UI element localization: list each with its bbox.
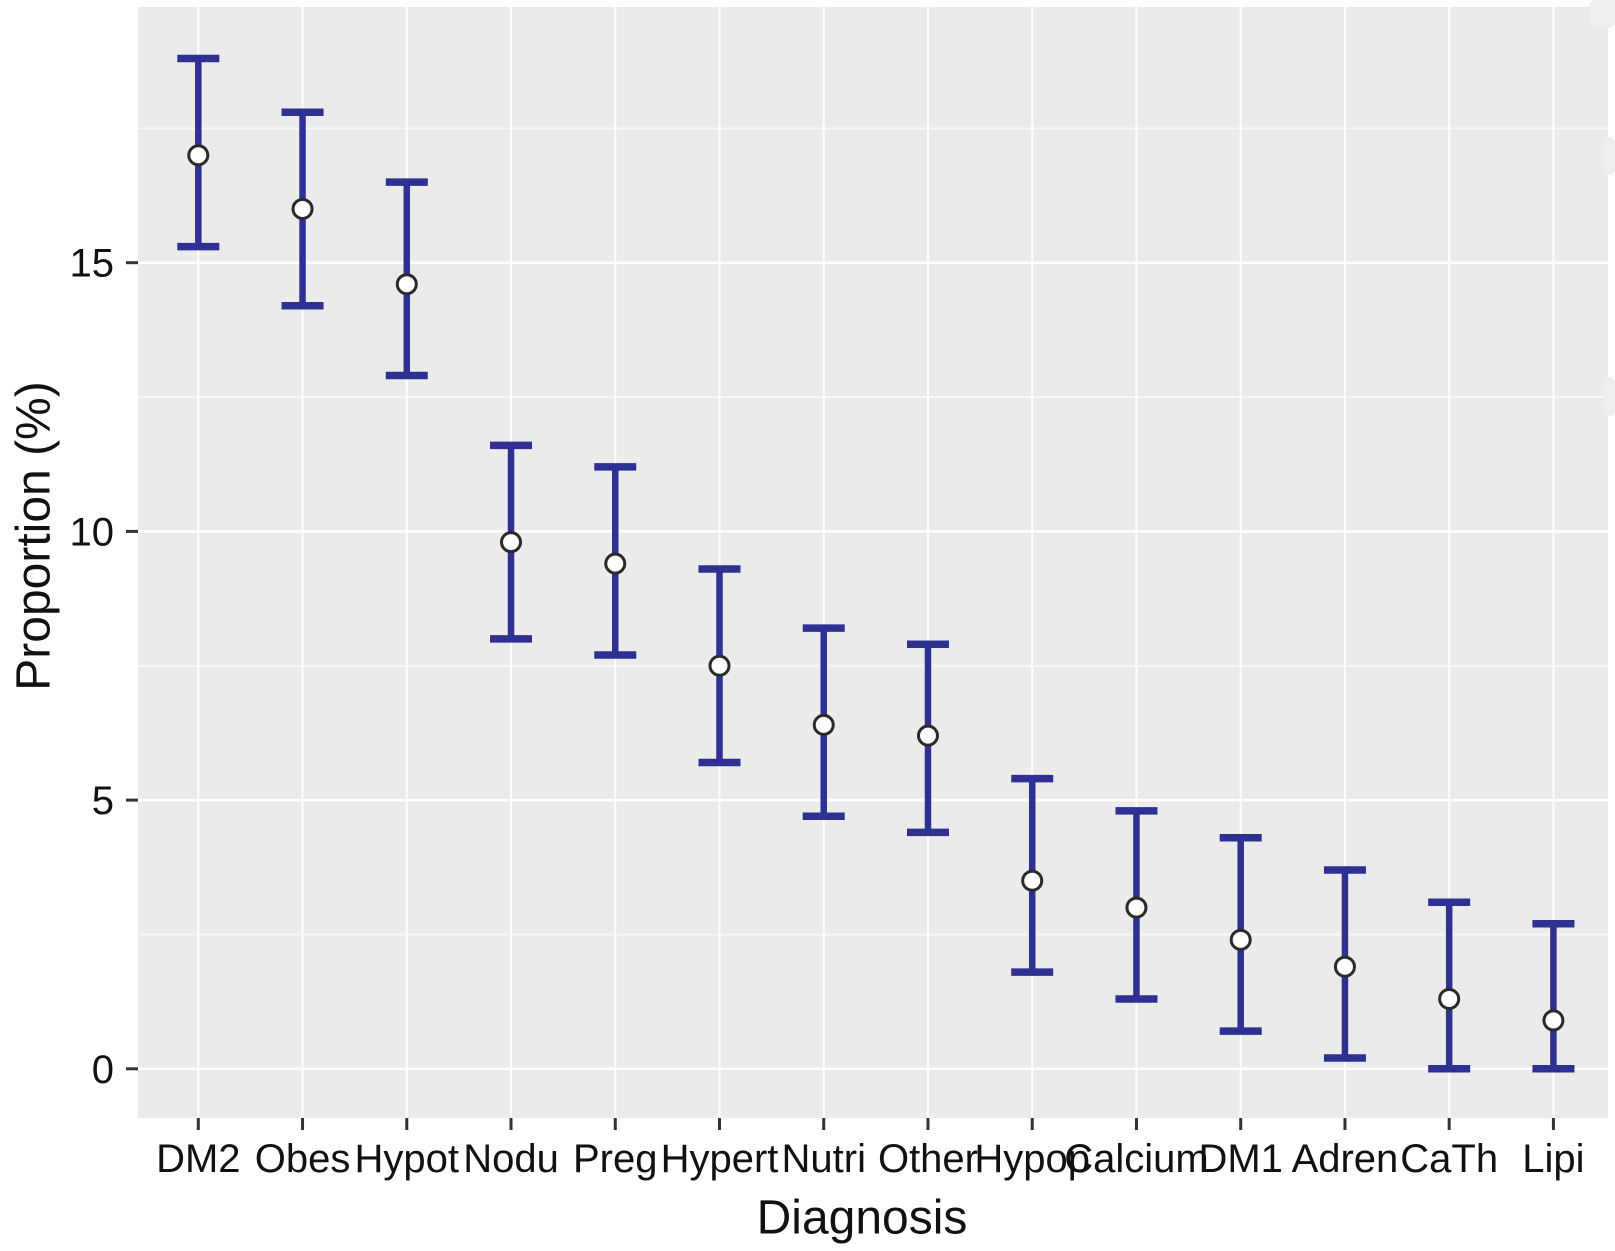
y-tick-label: 15 (70, 242, 115, 286)
point-estimate (291, 197, 314, 220)
point-estimate (395, 273, 418, 296)
point-estimate (1021, 869, 1044, 892)
x-tick-label: Lipi (1522, 1137, 1584, 1181)
point-estimate (1125, 896, 1148, 919)
x-tick-label: Calcium (1064, 1137, 1208, 1181)
x-tick-label: Nutri (782, 1137, 866, 1181)
point-estimate (187, 144, 210, 167)
x-tick-label: Hypop (974, 1137, 1090, 1181)
y-tick-label: 0 (92, 1048, 114, 1092)
x-tick-label: Adren (1292, 1137, 1399, 1181)
x-tick-label: Hypot (355, 1137, 460, 1181)
y-tick-label: 5 (92, 779, 114, 823)
x-tick-label: Hypert (661, 1137, 779, 1181)
point-estimate (1542, 1009, 1565, 1032)
point-estimate (604, 552, 627, 575)
y-axis-title: Proportion (%) (7, 381, 61, 691)
point-estimate (1438, 987, 1461, 1010)
point-estimate (708, 654, 731, 677)
point-estimate (1333, 955, 1356, 978)
x-tick-label: DM1 (1198, 1137, 1282, 1181)
x-tick-label: Other (878, 1137, 978, 1181)
point-estimate (1229, 928, 1252, 951)
plot-panel (138, 7, 1608, 1118)
x-tick-label: Preg (573, 1137, 658, 1181)
x-tick-label: Obes (255, 1137, 351, 1181)
point-estimate (812, 713, 835, 736)
x-axis-title: Diagnosis (756, 1191, 968, 1245)
x-tick-label: CaTh (1400, 1137, 1498, 1181)
page-edge-artifact (1604, 377, 1615, 416)
x-tick-label: Nodu (463, 1137, 559, 1181)
point-estimate (500, 531, 523, 554)
y-tick-label: 10 (70, 510, 115, 554)
page-edge-artifact (1590, 0, 1615, 28)
x-tick-label: DM2 (156, 1137, 240, 1181)
page-edge-artifact (1604, 137, 1615, 175)
point-estimate (916, 724, 939, 747)
